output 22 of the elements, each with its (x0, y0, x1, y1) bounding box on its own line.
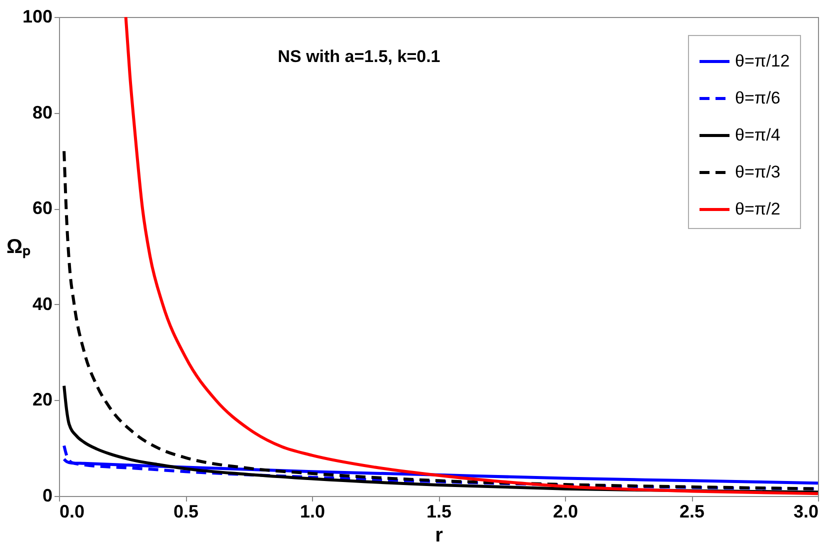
legend-label: θ=π/2 (735, 200, 780, 218)
legend-label: θ=π/4 (735, 126, 780, 144)
x-axis-title: r (435, 524, 444, 546)
x-tick-label: 0.5 (173, 502, 199, 522)
x-tick-label: 1.5 (426, 502, 452, 522)
y-tick-label: 0 (42, 486, 52, 506)
legend-label: θ=π/12 (735, 52, 790, 70)
annotation: NS with a=1.5, k=0.1 (278, 47, 440, 66)
y-tick-label: 20 (32, 390, 52, 410)
x-tick-label: 2.0 (552, 502, 578, 522)
y-tick-label: 80 (32, 102, 52, 122)
legend-label: θ=π/3 (735, 162, 780, 182)
y-tick-label: 40 (32, 294, 52, 314)
x-tick-label: 3.0 (793, 502, 818, 522)
line-series (124, 17, 818, 496)
x-tick-label: 0.0 (60, 502, 85, 522)
x-tick-label: 2.5 (679, 502, 705, 522)
x-tick-label: 1.0 (300, 502, 326, 522)
y-tick-label: 60 (32, 198, 52, 218)
y-tick-label: 100 (22, 6, 52, 26)
y-axis-title: Ωₚ (6, 236, 30, 259)
legend-label: θ=π/6 (735, 88, 780, 108)
